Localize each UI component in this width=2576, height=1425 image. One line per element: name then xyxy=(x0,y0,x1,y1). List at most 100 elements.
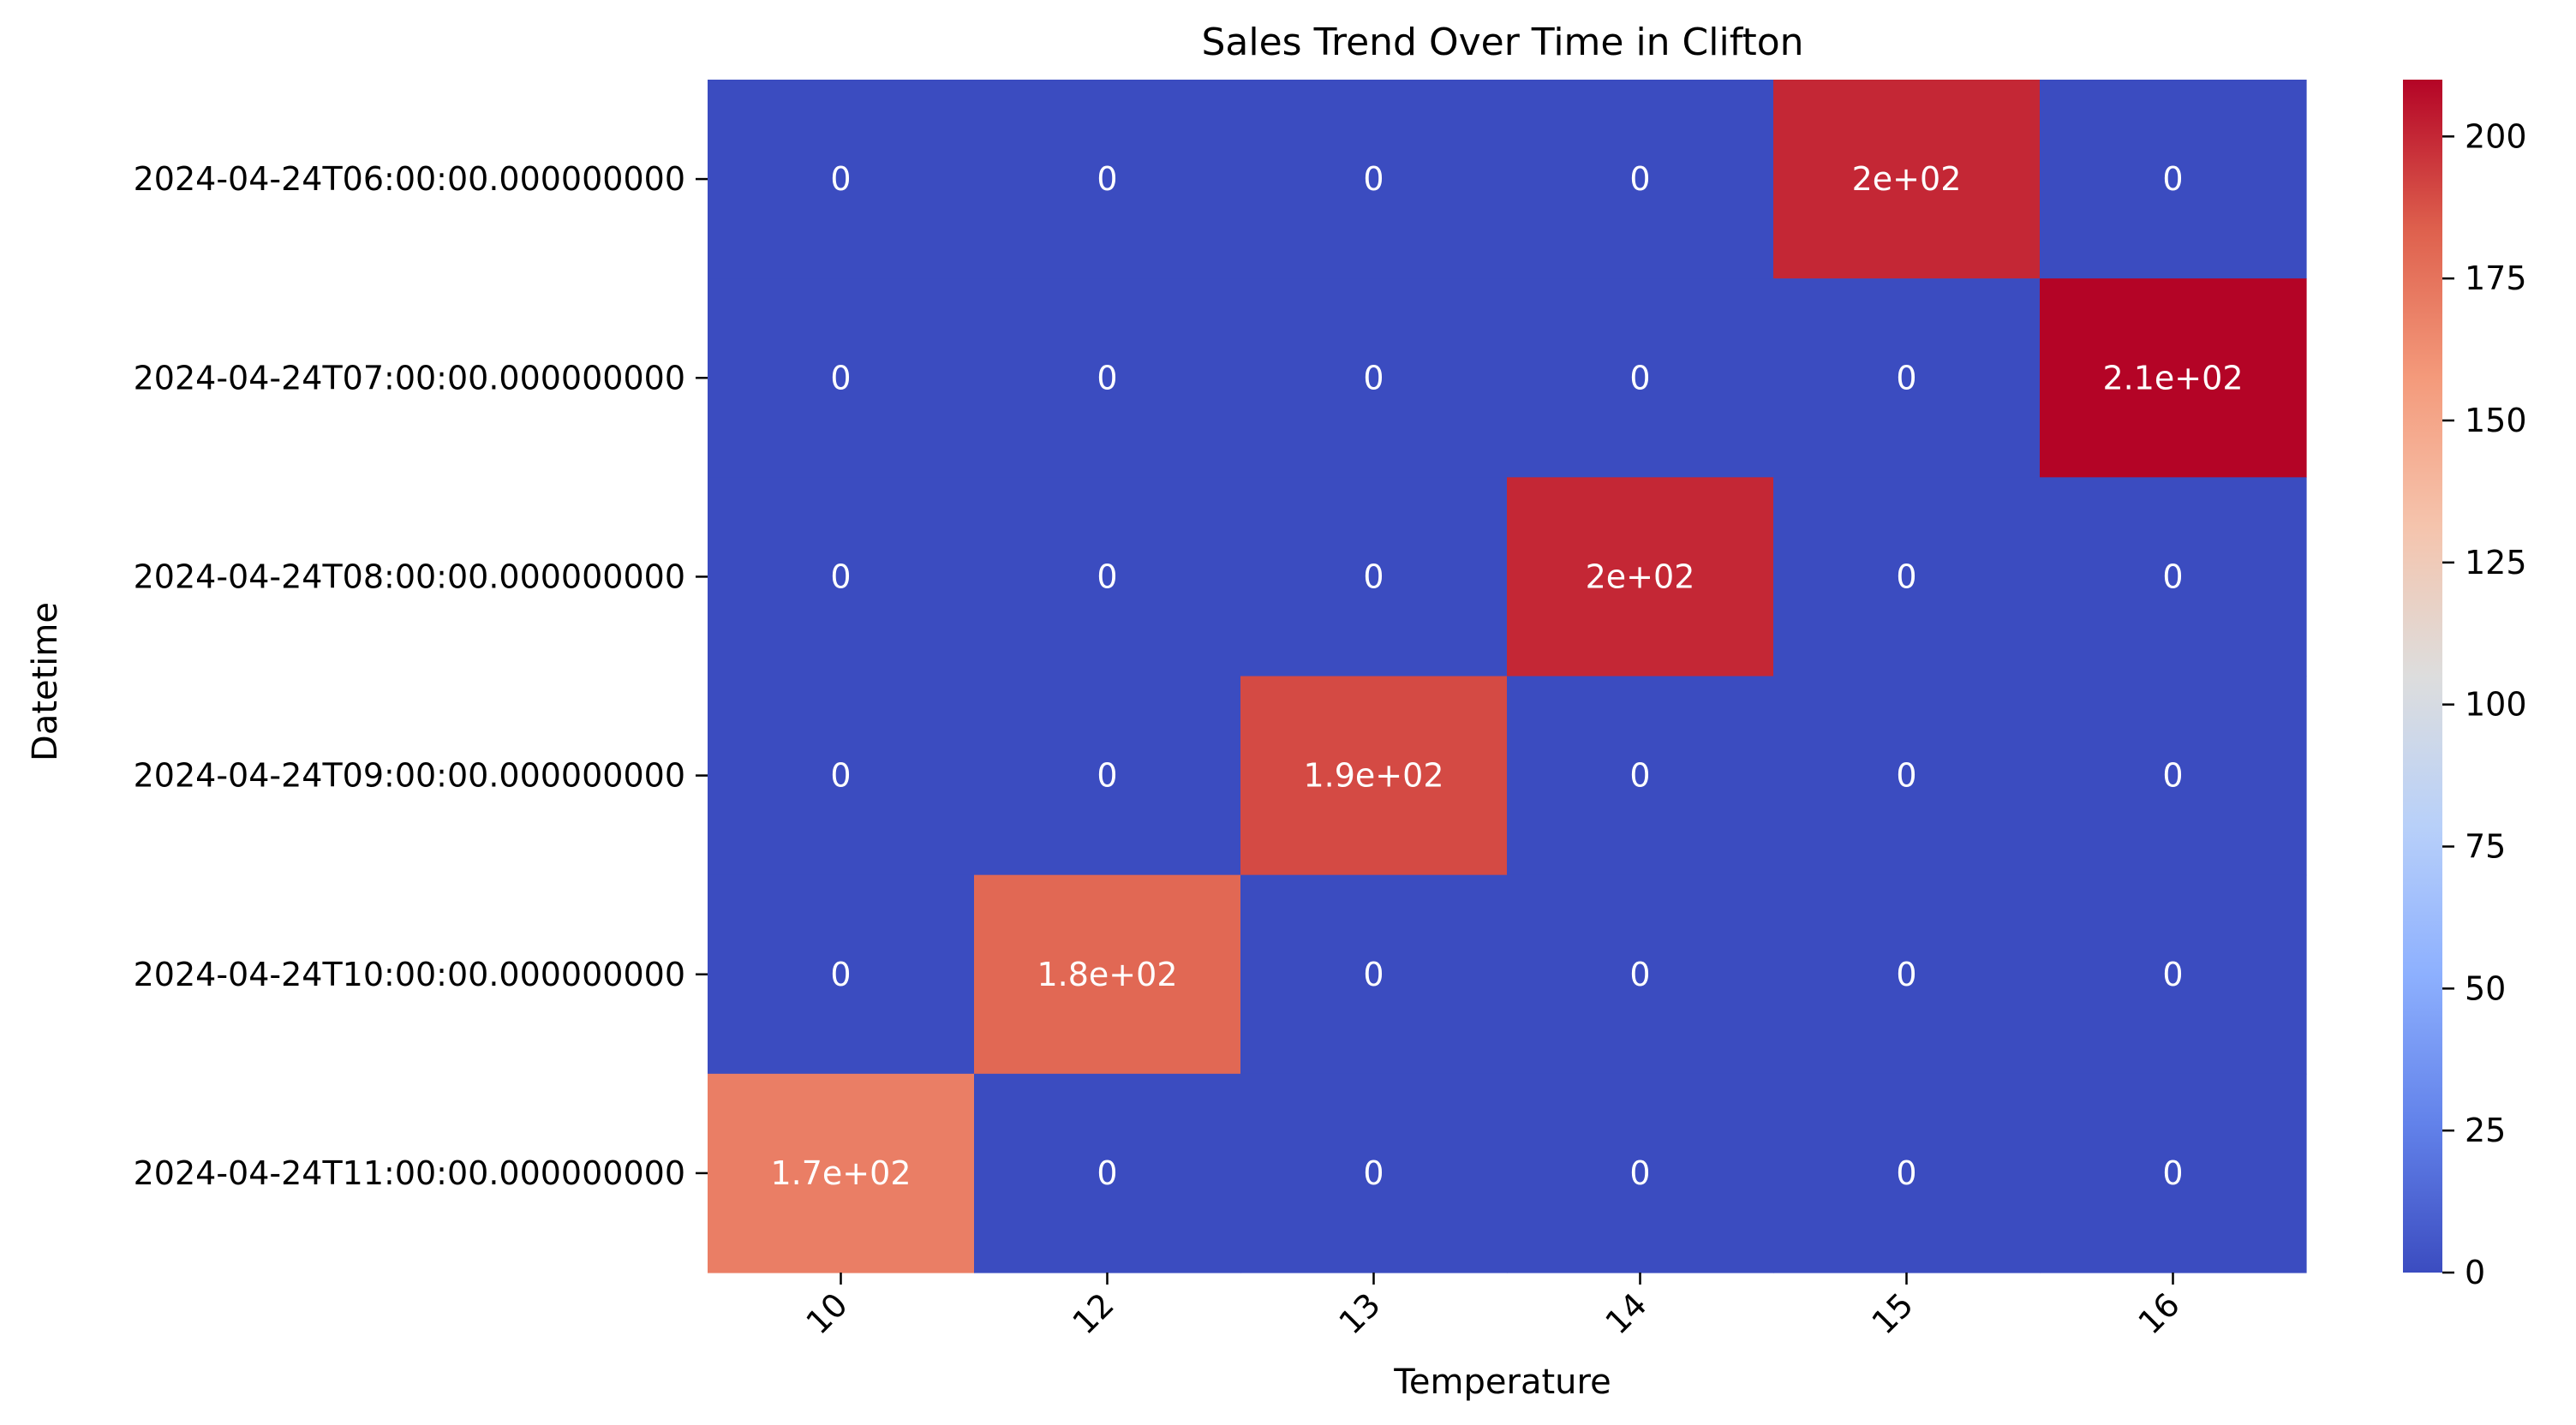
cell-annotation: 0 xyxy=(830,359,851,396)
cell-annotation: 0 xyxy=(2162,1154,2183,1192)
cell-annotation: 0 xyxy=(1097,359,1117,396)
x-tick-label: 10 xyxy=(799,1285,855,1341)
y-tick-label: 2024-04-24T06:00:00.000000000 xyxy=(134,160,685,198)
colorbar-tick-label: 100 xyxy=(2465,686,2527,724)
heatmap-cell xyxy=(974,278,1241,478)
x-tick-label: 14 xyxy=(1599,1285,1654,1341)
colorbar-tick-label: 175 xyxy=(2465,259,2527,297)
colorbar-tick-label: 125 xyxy=(2465,544,2527,581)
y-tick-label: 2024-04-24T10:00:00.000000000 xyxy=(134,956,685,993)
heatmap-cell xyxy=(1507,676,1774,876)
cell-annotation: 0 xyxy=(1097,557,1117,595)
colorbar-gradient xyxy=(2403,80,2442,1273)
cell-annotation: 0 xyxy=(1363,359,1384,396)
cell-annotation: 1.9e+02 xyxy=(1303,757,1443,795)
y-tick-label: 2024-04-24T08:00:00.000000000 xyxy=(134,557,685,595)
cell-annotation: 0 xyxy=(2162,956,2183,993)
cell-annotation: 0 xyxy=(2162,757,2183,795)
cell-annotation: 0 xyxy=(1363,1154,1384,1192)
heatmap-cell xyxy=(1507,477,1774,677)
heatmap-cell xyxy=(2040,477,2307,677)
heatmap-cell xyxy=(1773,874,2041,1075)
heatmap-cell xyxy=(1773,278,2041,478)
cell-annotation: 0 xyxy=(1363,557,1384,595)
heatmap-cell xyxy=(1507,1073,1774,1273)
cell-annotation: 1.7e+02 xyxy=(770,1154,911,1192)
heatmap-cell xyxy=(1240,80,1508,279)
cell-annotation: 0 xyxy=(1629,757,1650,795)
x-axis: 10 12 13 14 15 16 xyxy=(799,1273,2187,1342)
cell-annotation: 0 xyxy=(830,956,851,993)
heatmap-cell xyxy=(1240,1073,1508,1273)
x-axis-label: Temperature xyxy=(1393,1362,1611,1402)
cell-annotation: 0 xyxy=(1896,557,1916,595)
colorbar-tick-label: 75 xyxy=(2465,828,2506,866)
heatmap-cell xyxy=(2040,874,2307,1075)
heatmap-cell-annotations: 0 0 0 0 2e+02 0 0 0 0 0 0 2.1e+02 0 0 0 2e+02 0 0 0 0 1.9e+0… xyxy=(770,160,2243,1192)
cell-annotation: 1.8e+02 xyxy=(1037,956,1177,993)
heatmap-cell xyxy=(1507,278,1774,478)
colorbar-tick-label: 150 xyxy=(2465,402,2527,439)
heatmap-cell xyxy=(1773,1073,2041,1273)
heatmap-cell xyxy=(974,874,1241,1075)
cell-annotation: 0 xyxy=(2162,557,2183,595)
heatmap-cell xyxy=(1773,477,2041,677)
heatmap-cell xyxy=(2040,1073,2307,1273)
x-tick-label: 16 xyxy=(2131,1285,2187,1341)
colorbar-tick-label: 0 xyxy=(2465,1254,2485,1291)
y-tick-label: 2024-04-24T11:00:00.000000000 xyxy=(134,1154,685,1192)
cell-annotation: 2e+02 xyxy=(1586,557,1695,595)
heatmap-cells xyxy=(708,80,2307,1273)
heatmap-cell xyxy=(1507,874,1774,1075)
heatmap-cell xyxy=(1240,477,1508,677)
heatmap-cell xyxy=(708,477,975,677)
cell-annotation: 0 xyxy=(830,557,851,595)
heatmap-cell xyxy=(708,676,975,876)
cell-annotation: 0 xyxy=(1097,160,1117,198)
cell-annotation: 0 xyxy=(1629,956,1650,993)
heatmap-cell xyxy=(1240,874,1508,1075)
x-tick-label: 15 xyxy=(1865,1285,1921,1341)
heatmap-cell xyxy=(2040,278,2307,478)
heatmap-cell xyxy=(1773,80,2041,279)
cell-annotation: 0 xyxy=(1363,160,1384,198)
cell-annotation: 2e+02 xyxy=(1852,160,1962,198)
heatmap-cell xyxy=(2040,676,2307,876)
cell-annotation: 0 xyxy=(2162,160,2183,198)
heatmap-cell xyxy=(708,874,975,1075)
colorbar-tick-label: 25 xyxy=(2465,1112,2506,1149)
heatmap-cell xyxy=(974,477,1241,677)
cell-annotation: 0 xyxy=(1363,956,1384,993)
cell-annotation: 0 xyxy=(1896,757,1916,795)
heatmap-cell xyxy=(1240,676,1508,876)
heatmap-cell xyxy=(974,676,1241,876)
cell-annotation: 0 xyxy=(1629,160,1650,198)
heatmap-cell xyxy=(708,80,975,279)
cell-annotation: 0 xyxy=(1896,1154,1916,1192)
heatmap-cell xyxy=(1507,80,1774,279)
colorbar: 0 25 50 75 100 125 150 175 200 xyxy=(2403,80,2527,1291)
heatmap-cell xyxy=(974,80,1241,279)
x-tick-label: 13 xyxy=(1332,1285,1388,1341)
heatmap-cell xyxy=(1240,278,1508,478)
cell-annotation: 0 xyxy=(1629,359,1650,396)
heatmap-cell xyxy=(1773,676,2041,876)
heatmap-cell xyxy=(708,278,975,478)
heatmap-cell xyxy=(2040,80,2307,279)
cell-annotation: 0 xyxy=(1896,956,1916,993)
cell-annotation: 0 xyxy=(1629,1154,1650,1192)
colorbar-tick-label: 200 xyxy=(2465,117,2527,155)
heatmap-cell xyxy=(974,1073,1241,1273)
x-tick-label: 12 xyxy=(1066,1285,1121,1341)
cell-annotation: 0 xyxy=(830,757,851,795)
cell-annotation: 0 xyxy=(1097,1154,1117,1192)
cell-annotation: 2.1e+02 xyxy=(2102,359,2243,396)
cell-annotation: 0 xyxy=(1896,359,1916,396)
y-axis: 2024-04-24T06:00:00.000000000 2024-04-24T… xyxy=(134,160,708,1192)
cell-annotation: 0 xyxy=(1097,757,1117,795)
y-axis-label: Datetime xyxy=(26,602,65,761)
colorbar-tick-label: 50 xyxy=(2465,969,2506,1007)
y-tick-label: 2024-04-24T07:00:00.000000000 xyxy=(134,359,685,396)
cell-annotation: 0 xyxy=(830,160,851,198)
